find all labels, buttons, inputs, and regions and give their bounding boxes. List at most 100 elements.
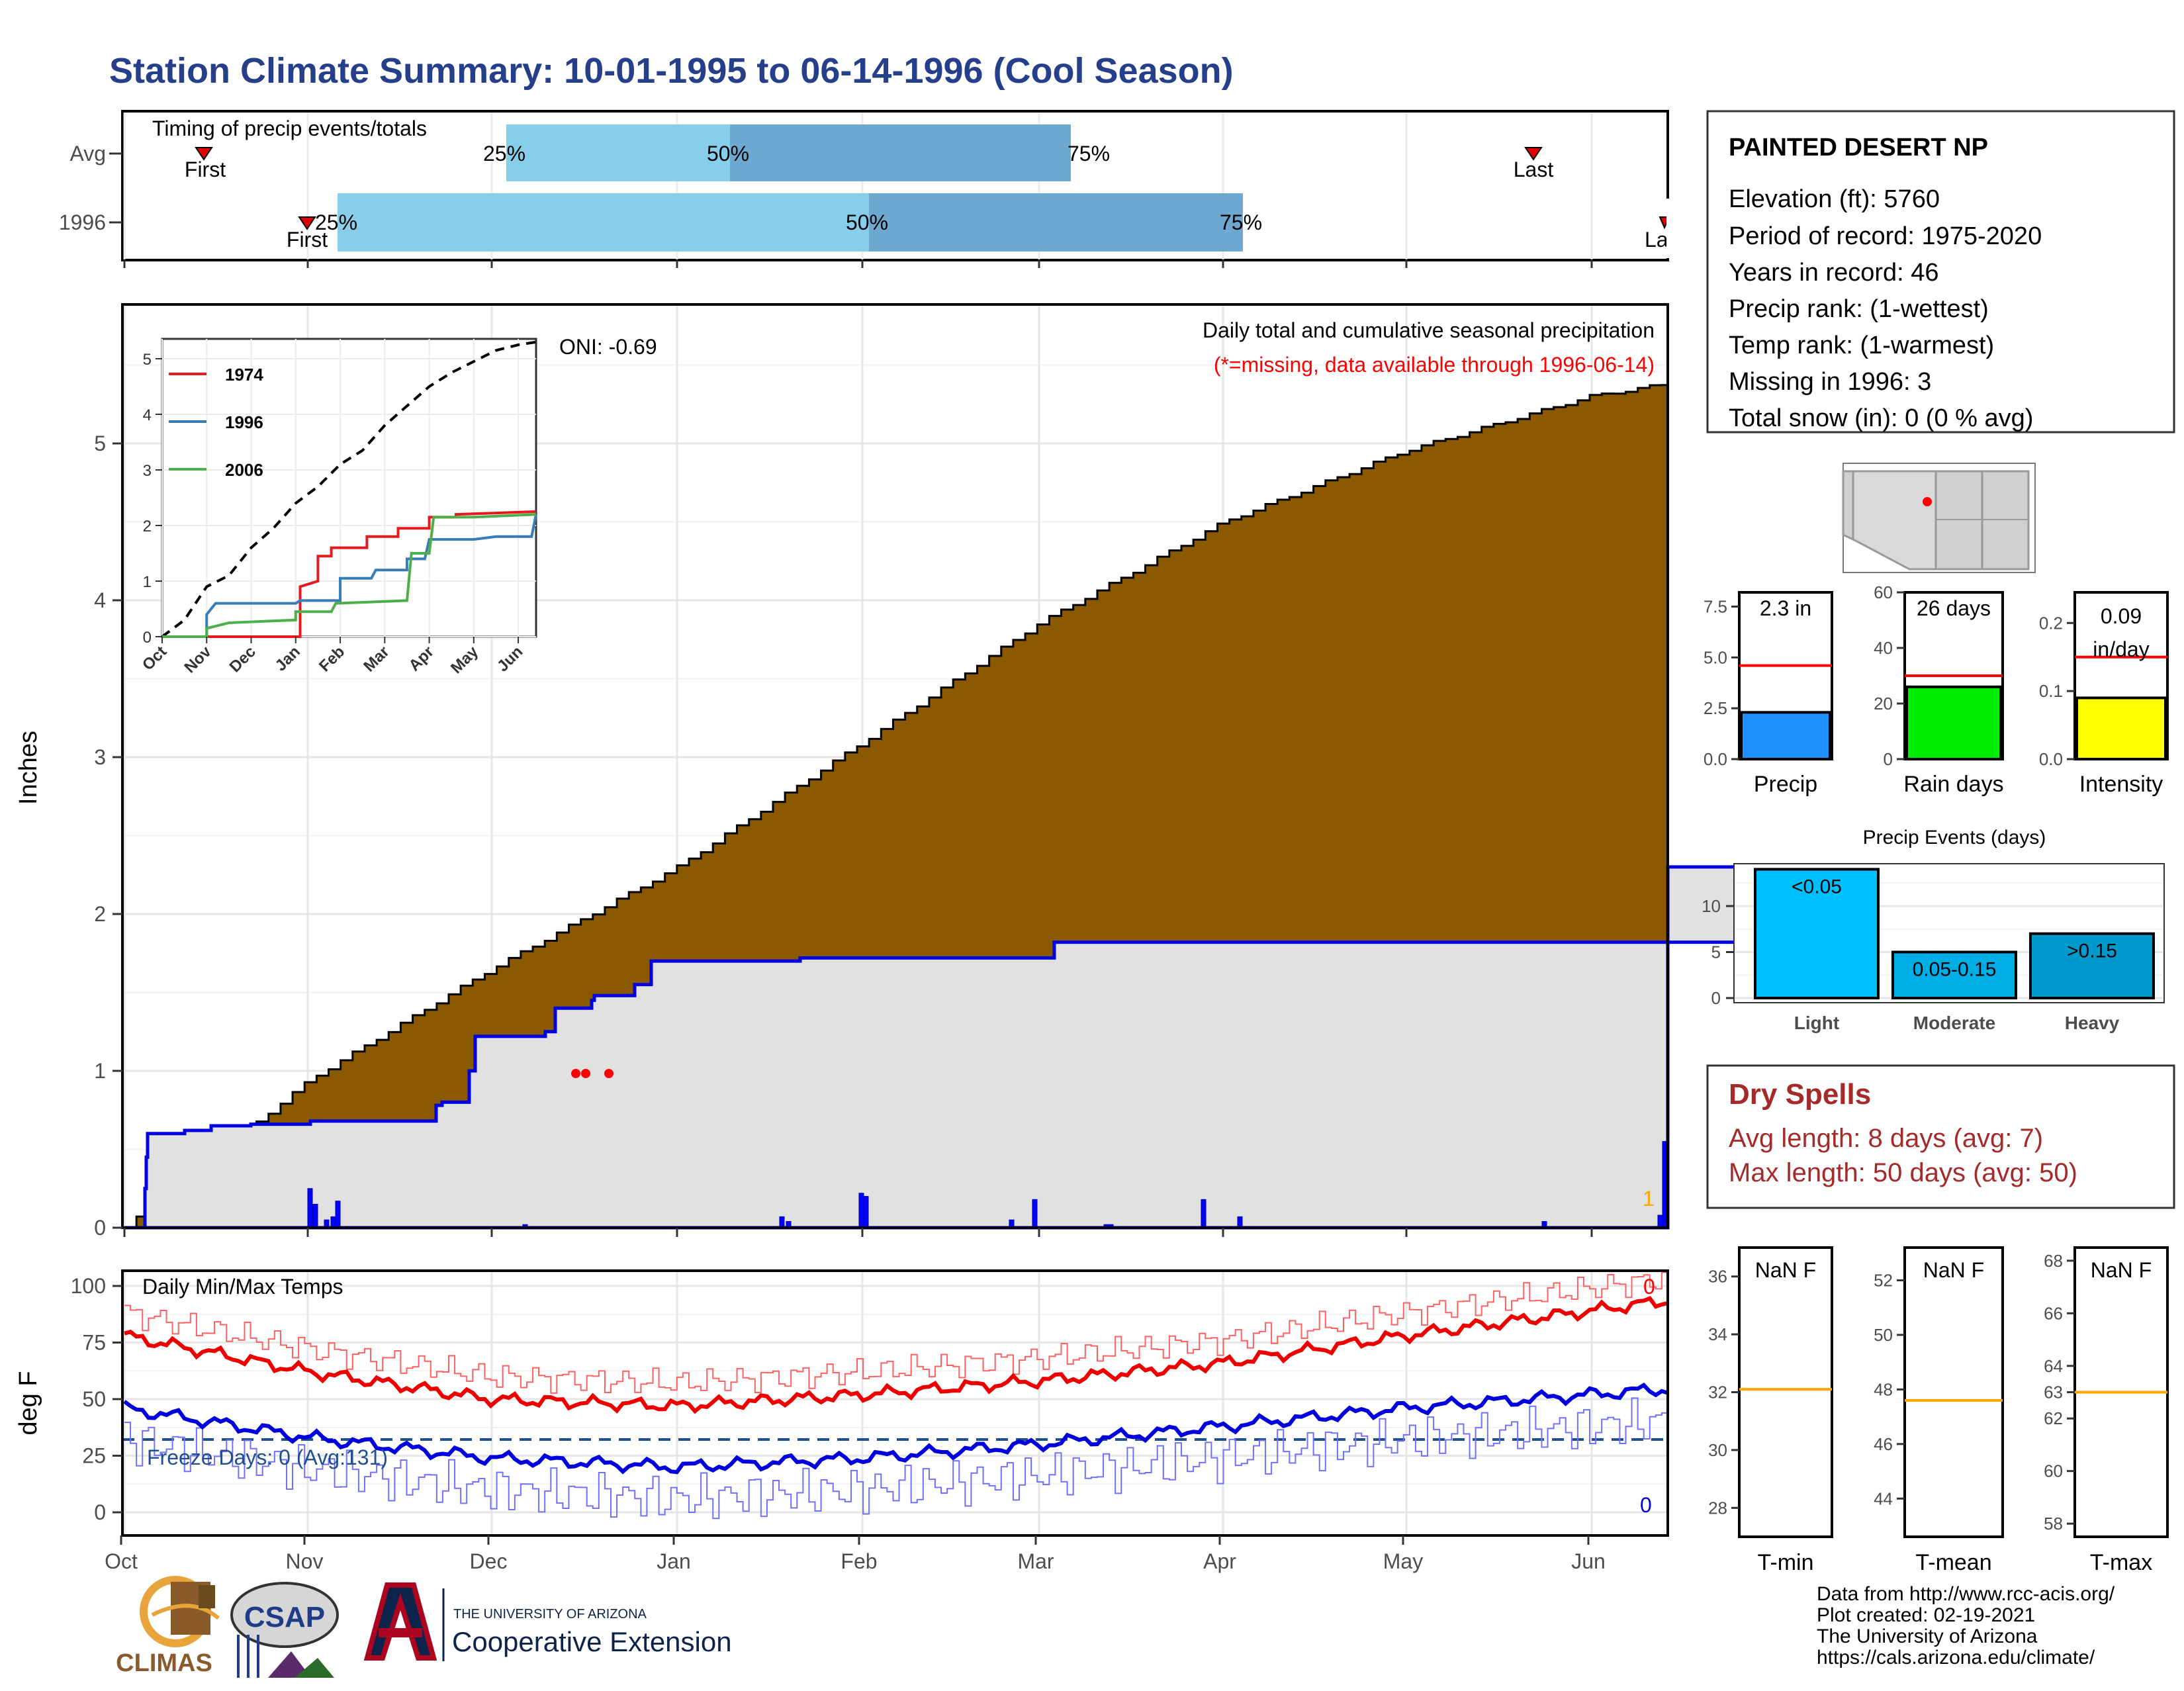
- y-tick-label: 4: [94, 588, 106, 612]
- oni-label: ONI: -0.69: [559, 335, 657, 359]
- temp-box-tick-label: 52: [1874, 1270, 1893, 1290]
- daily-precip-bar: [307, 1188, 313, 1228]
- footer-info: Data from http://www.rcc-acis.org/ Plot …: [1817, 1583, 2115, 1668]
- event-bar-label: >0.15: [2067, 940, 2117, 962]
- y1996-first-marker: [298, 216, 316, 230]
- dry-spells-max: Max length: 50 days (avg: 50): [1729, 1158, 2077, 1187]
- mini-bar-charts: 0.0 2.5 5.0 7.5 2.3 in Precip 0 20 40 60 26 days Ra…: [1704, 582, 2169, 797]
- daily-precip-bar: [1237, 1216, 1243, 1228]
- inset-legend: 1974 1996 2006: [169, 365, 263, 480]
- y1996-75-label: 75%: [1220, 210, 1262, 234]
- y1996-25-label: 25%: [315, 210, 357, 234]
- y1996-last-label: La: [1645, 228, 1668, 251]
- events-y-label: 10: [1702, 896, 1721, 916]
- avg-min-line: [123, 1383, 1668, 1475]
- temp-box-tick-label: 62: [2044, 1408, 2063, 1428]
- precip-chart: 0 1 2 3 4 5 Inches ONI: -0.69 Daily total and…: [15, 303, 1781, 1240]
- temp-y-label: 0: [94, 1500, 106, 1524]
- month-label: Apr: [1203, 1549, 1236, 1573]
- mini-bar-value: [2075, 696, 2167, 761]
- timing-bar-1996-late: [869, 193, 1243, 251]
- temp-box-value: NaN F: [2091, 1258, 2152, 1282]
- temp-box-tick-label: 34: [1708, 1324, 1727, 1344]
- temp-box-tick-label: 64: [2044, 1356, 2063, 1376]
- temp-box-tick-label: 32: [1708, 1383, 1727, 1402]
- daily-precip-bar: [863, 1196, 869, 1228]
- event-bar: [1891, 950, 2017, 999]
- month-label: Nov: [286, 1549, 324, 1573]
- temp-box-tick-label: 50: [1874, 1325, 1893, 1345]
- temp-anomaly-boxes: 28 30 32 34 36 NaN F T-min 44 46 48 50 52 NaN F T-mea…: [1708, 1246, 2169, 1575]
- missing-note: (*=missing, data available through 1996-…: [1214, 353, 1655, 377]
- daily-precip-bar: [312, 1203, 318, 1228]
- freeze-label: Freeze Days: 0 (Avg:131): [147, 1445, 388, 1469]
- climas-logo: CLIMAS: [116, 1576, 220, 1677]
- mini-value-text: 26 days: [1917, 596, 1991, 620]
- temp-box-tick-label: 46: [1874, 1434, 1893, 1454]
- footer-line-3: The University of Arizona: [1817, 1625, 2038, 1647]
- dry-spells-avg: Avg length: 8 days (avg: 7): [1729, 1124, 2043, 1153]
- month-label: May: [1383, 1549, 1423, 1573]
- inset-y-label: 3: [143, 462, 152, 480]
- station-name: PAINTED DESERT NP: [1729, 134, 1988, 161]
- mini-value-text: 0.09: [2101, 604, 2142, 628]
- temp-box-label: T-max: [2090, 1550, 2152, 1575]
- daily-precip-bar: [858, 1193, 864, 1228]
- month-label: Mar: [1017, 1549, 1054, 1573]
- mini-y-label: 0.2: [2039, 613, 2063, 633]
- y1996-50-label: 50%: [846, 210, 888, 234]
- month-label: Oct: [105, 1549, 138, 1573]
- station-dot: [1923, 497, 1932, 506]
- precip-ylabel: Inches: [15, 731, 42, 805]
- inset-y-label: 1: [143, 573, 152, 591]
- timing-row-1996: 1996: [59, 210, 106, 234]
- ua-big-text: Cooperative Extension: [452, 1626, 732, 1657]
- mini-y-label: 40: [1874, 638, 1893, 658]
- station-line-2: Period of record: 1975-2020: [1729, 222, 2042, 250]
- avg-first-marker: [195, 147, 213, 161]
- legend-1974: 1974: [225, 365, 263, 385]
- mini-bar-value: [1740, 711, 1831, 760]
- daily-precip-bar: [779, 1216, 785, 1228]
- corner-count: 1: [1643, 1187, 1655, 1211]
- month-label: Dec: [470, 1549, 508, 1573]
- page-title: Station Climate Summary: 10-01-1995 to 0…: [109, 51, 1234, 91]
- y-tick-label: 1: [94, 1059, 106, 1083]
- avg-last-marker: [1524, 147, 1543, 161]
- temp-y-label: 50: [82, 1387, 106, 1411]
- events-y-label: 5: [1711, 942, 1721, 962]
- daily-precip-bar: [330, 1216, 336, 1228]
- mini-y-label: 0.0: [1704, 749, 1727, 769]
- temp-box-tick-label: 68: [2044, 1251, 2063, 1271]
- temp-chart: 0 25 50 75 100 Oct Nov Dec Jan Feb Mar Apr May Jun Da…: [15, 1269, 1669, 1573]
- mini-bar-label: Rain days: [1903, 772, 2003, 797]
- inset-y-label: 5: [143, 351, 152, 369]
- mini-y-label: 0: [1884, 749, 1893, 769]
- missing-marker-1: [571, 1069, 580, 1078]
- station-line-4: Precip rank: (1-wettest): [1729, 295, 1989, 323]
- mini-bar-value: [1905, 685, 2002, 761]
- mini-bar-label: Intensity: [2079, 772, 2163, 797]
- temp-ylabel: deg F: [15, 1371, 42, 1435]
- temp-box-tick-label: 48: [1874, 1379, 1893, 1399]
- csap-text: CSAP: [244, 1601, 325, 1633]
- record-max-line: [124, 1271, 1668, 1394]
- max-count: 0: [1643, 1275, 1655, 1299]
- avg-last-label: Last: [1514, 158, 1554, 181]
- month-label: Jan: [657, 1549, 691, 1573]
- missing-marker-2: [581, 1069, 590, 1078]
- mini-y-label: 5.0: [1704, 647, 1727, 667]
- mini-bar-label: Precip: [1754, 772, 1817, 797]
- temp-y-label: 75: [82, 1331, 106, 1355]
- inset-y-label: 2: [143, 518, 152, 535]
- mini-y-label: 20: [1874, 694, 1893, 713]
- temp-box-tick-label: 36: [1708, 1267, 1727, 1287]
- daily-precip-bar: [335, 1201, 341, 1228]
- footer-line-2: Plot created: 02-19-2021: [1817, 1604, 2035, 1626]
- mini-y-label: 7.5: [1704, 597, 1727, 617]
- dry-spells-box: Dry Spells Avg length: 8 days (avg: 7) M…: [1706, 1064, 2175, 1209]
- temp-box-label: T-mean: [1915, 1550, 1991, 1575]
- inset-1996-line: [162, 514, 537, 638]
- timing-bar-avg-late: [730, 124, 1071, 181]
